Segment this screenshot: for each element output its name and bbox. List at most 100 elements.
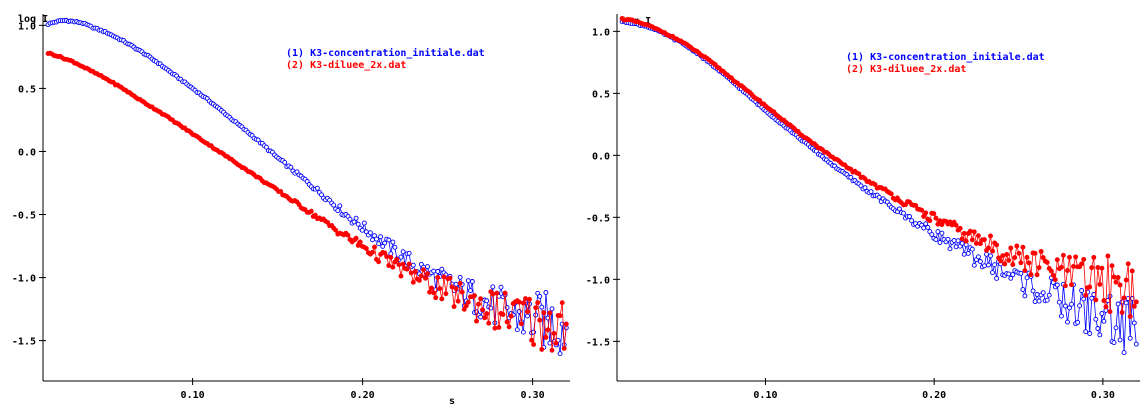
data-point	[282, 159, 288, 165]
data-point	[1054, 282, 1060, 288]
data-point	[447, 275, 453, 281]
data-point	[455, 298, 461, 304]
data-point	[386, 263, 392, 269]
data-point	[862, 185, 868, 191]
chart-panel-1: 1.0 0.5 0.0 -0.5 -1.0 -1.5 0.10 0.20 0.30 log I s (…	[12, 14, 570, 407]
data-point	[981, 237, 987, 243]
data-point	[367, 230, 373, 236]
data-point	[1129, 268, 1135, 274]
data-point	[435, 269, 441, 274]
data-point	[504, 319, 510, 325]
data-point	[337, 203, 343, 209]
data-point	[1020, 287, 1026, 292]
data-point	[427, 289, 433, 295]
data-point	[441, 274, 447, 280]
data-point	[453, 286, 459, 292]
y-tick-label: 1.0	[592, 27, 610, 38]
data-point	[520, 300, 526, 306]
data-point	[537, 317, 543, 323]
data-point	[535, 300, 541, 306]
data-point	[333, 227, 339, 233]
data-point	[1113, 279, 1119, 285]
data-point	[1121, 350, 1127, 356]
data-point	[1121, 295, 1127, 301]
data-point	[975, 233, 981, 239]
data-point	[986, 262, 991, 268]
data-point	[937, 240, 943, 245]
data-point	[531, 329, 537, 335]
data-point	[977, 259, 983, 264]
data-point	[478, 314, 484, 320]
data-point	[518, 321, 524, 327]
data-point	[969, 246, 975, 252]
data-point	[359, 227, 365, 233]
data-point	[1006, 257, 1012, 263]
data-point	[537, 293, 543, 299]
data-point	[531, 342, 537, 347]
data-point	[484, 298, 490, 304]
data-point	[984, 251, 989, 257]
data-point	[990, 248, 995, 254]
data-point	[514, 327, 520, 333]
data-point	[516, 299, 522, 305]
data-point	[421, 267, 426, 273]
data-point	[435, 275, 441, 280]
data-point	[868, 189, 874, 195]
data-point	[1127, 335, 1133, 341]
data-point	[923, 210, 929, 216]
data-point	[1089, 265, 1095, 271]
data-point	[1054, 257, 1060, 263]
data-point	[425, 264, 430, 270]
data-point	[1028, 272, 1034, 277]
y-tick-label: 1.0	[18, 21, 36, 32]
data-point	[921, 213, 927, 219]
data-point	[418, 273, 424, 279]
data-point	[959, 240, 965, 246]
data-point	[937, 218, 943, 224]
data-point	[998, 258, 1004, 264]
data-point	[457, 274, 463, 280]
data-point	[925, 224, 931, 230]
data-point	[394, 257, 400, 262]
data-point	[935, 229, 941, 235]
data-point	[1079, 261, 1085, 267]
data-point	[351, 219, 357, 225]
data-point	[988, 233, 993, 239]
data-point	[559, 321, 565, 327]
data-point	[1107, 293, 1113, 299]
data-point	[1099, 265, 1105, 271]
legend-entry-2: (2) K3-diluee_2x.dat	[846, 63, 966, 75]
data-point	[543, 290, 549, 295]
data-point	[1018, 260, 1024, 266]
data-point	[1095, 326, 1101, 331]
data-point	[388, 254, 394, 260]
data-point	[953, 222, 959, 228]
x-tick-label: 0.30	[521, 390, 545, 401]
data-point	[459, 289, 465, 295]
data-point	[549, 347, 555, 353]
data-point	[392, 244, 398, 250]
data-point	[1087, 331, 1093, 336]
data-point	[449, 284, 455, 290]
data-point	[384, 254, 390, 260]
data-point	[370, 249, 375, 255]
data-point	[1044, 259, 1050, 265]
data-point	[423, 275, 428, 281]
data-point	[463, 303, 469, 309]
data-point	[296, 202, 302, 207]
data-point	[927, 218, 933, 224]
data-point	[357, 239, 363, 245]
data-point	[1123, 300, 1129, 306]
data-point	[347, 216, 353, 222]
data-point	[1058, 264, 1064, 270]
data-point	[539, 304, 545, 310]
data-point	[425, 271, 430, 277]
data-point	[1093, 297, 1099, 303]
data-point	[312, 212, 318, 218]
data-point	[553, 340, 559, 346]
data-point	[1125, 261, 1131, 267]
data-point	[429, 285, 435, 291]
data-point	[557, 351, 563, 357]
data-point	[1002, 261, 1008, 267]
data-point	[400, 249, 406, 255]
